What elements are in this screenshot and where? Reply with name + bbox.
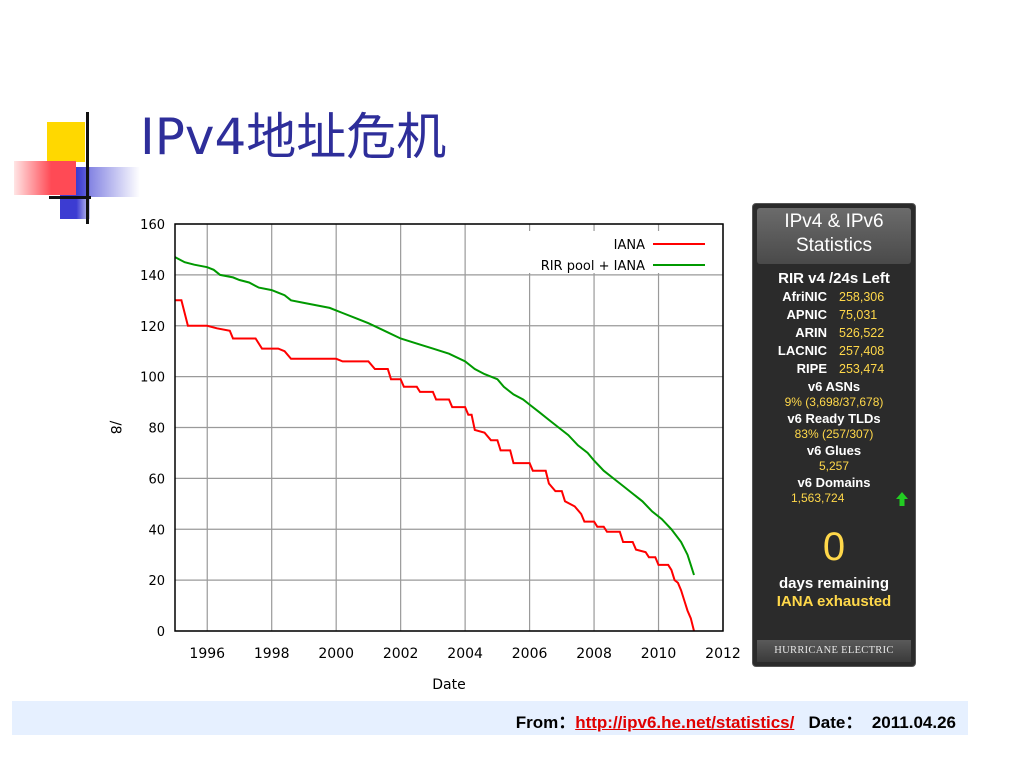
rir-row: RIPE 253,474 bbox=[753, 360, 915, 378]
iana-exhausted-label: IANA exhausted bbox=[776, 593, 892, 610]
x-tick-label: 2008 bbox=[576, 646, 612, 662]
plot-frame bbox=[174, 223, 724, 632]
hurricane-electric-brand: HURRICANE ELECTRIC bbox=[757, 640, 911, 662]
days-remaining-number: 0 bbox=[822, 525, 846, 569]
green-up-arrow-icon bbox=[896, 492, 908, 506]
x-tick-label: 2004 bbox=[447, 646, 483, 662]
v6-domains-title: v6 Domains bbox=[797, 475, 871, 490]
y-tick-label: 100 bbox=[140, 371, 165, 386]
series-line-1 bbox=[174, 256, 695, 576]
v6-domains-row: 1,563,724 bbox=[753, 491, 915, 507]
chart-ticks: 1996 1998 2000 2002 2004 2006 2008 2010 2012 0 20 4… bbox=[140, 218, 741, 662]
series-line-0 bbox=[175, 299, 695, 632]
chart-grid bbox=[175, 223, 724, 632]
legend-label: RIR pool + IANA bbox=[541, 259, 645, 274]
stats-title-line1: IPv4 & IPv6 bbox=[784, 211, 884, 232]
y-tick-label: 140 bbox=[140, 269, 165, 284]
y-tick-label: 80 bbox=[148, 422, 165, 437]
x-tick-label: 2012 bbox=[705, 646, 741, 662]
rir-name: RIPE bbox=[796, 361, 827, 376]
rir-row: APNIC 75,031 bbox=[753, 306, 915, 324]
ipv6-statistics-widget[interactable]: IPv4 & IPv6 Statistics RIR v4 /24s Left … bbox=[752, 203, 916, 667]
title-decoration-red-bar bbox=[14, 161, 76, 195]
rir-value: 257,408 bbox=[839, 344, 885, 358]
title-decoration-vertical-line bbox=[86, 112, 89, 224]
title-decoration-horizontal-line bbox=[49, 196, 91, 199]
v6-asns-title: v6 ASNs bbox=[807, 379, 861, 394]
rir-value: 258,306 bbox=[839, 290, 885, 304]
title-decoration-yellow-square bbox=[47, 122, 85, 162]
v6-asns-value: 9% (3,698/37,678) bbox=[784, 395, 884, 409]
x-tick-label: 2006 bbox=[512, 646, 548, 662]
y-tick-label: 0 bbox=[157, 625, 165, 640]
x-tick-label: 1996 bbox=[189, 646, 225, 662]
y-axis-label: /8 bbox=[107, 421, 123, 435]
rir-value: 253,474 bbox=[839, 362, 885, 376]
rir-row: LACNIC 257,408 bbox=[753, 342, 915, 360]
y-tick-label: 160 bbox=[140, 218, 165, 233]
stats-title-line2: Statistics bbox=[795, 235, 873, 256]
v6-tlds-title: v6 Ready TLDs bbox=[787, 411, 881, 426]
source-link[interactable]: http://ipv6.he.net/statistics/ bbox=[575, 713, 795, 732]
footer-text: From：http://ipv6.he.net/statistics/ Date… bbox=[516, 708, 956, 733]
x-tick-label: 2000 bbox=[318, 646, 354, 662]
days-remaining-label: days remaining bbox=[778, 575, 890, 592]
chart-panel: 1996 1998 2000 2002 2004 2006 2008 2010 2012 0 20 4… bbox=[93, 199, 747, 697]
chart-series bbox=[174, 256, 695, 632]
date-value: 2011.04.26 bbox=[871, 713, 956, 732]
x-tick-label: 2002 bbox=[383, 646, 419, 662]
ipv4-pool-chart: 1996 1998 2000 2002 2004 2006 2008 2010 2012 0 20 4… bbox=[107, 218, 741, 693]
rir-name: APNIC bbox=[786, 307, 827, 322]
stats-header: IPv4 & IPv6 Statistics bbox=[757, 208, 911, 264]
y-tick-label: 120 bbox=[140, 320, 165, 335]
from-label: From： bbox=[515, 713, 576, 732]
slide-title: IPv4地址危机 bbox=[140, 108, 447, 166]
v6-tlds-value: 83% (257/307) bbox=[794, 427, 874, 441]
rir-value: 526,522 bbox=[839, 326, 885, 340]
x-tick-label: 1998 bbox=[254, 646, 290, 662]
rir-title: RIR v4 /24s Left bbox=[778, 270, 890, 287]
y-tick-label: 20 bbox=[148, 574, 165, 589]
chart-legend: IANA RIR pool + IANA bbox=[501, 231, 711, 274]
y-tick-label: 40 bbox=[148, 523, 165, 538]
rir-row: AfriNIC 258,306 bbox=[753, 288, 915, 306]
x-tick-label: 2010 bbox=[641, 646, 677, 662]
y-tick-label: 60 bbox=[148, 472, 165, 487]
legend-label: IANA bbox=[614, 238, 645, 253]
v6-glues-value: 5,257 bbox=[818, 459, 850, 473]
rir-name: LACNIC bbox=[777, 343, 827, 358]
v6-glues-title: v6 Glues bbox=[806, 443, 862, 458]
rir-value: 75,031 bbox=[839, 308, 878, 322]
x-axis-label: Date bbox=[432, 677, 465, 693]
date-label: Date： bbox=[808, 713, 863, 732]
rir-row: ARIN 526,522 bbox=[753, 324, 915, 342]
source-footer: From：http://ipv6.he.net/statistics/ Date… bbox=[12, 701, 968, 735]
rir-name: AfriNIC bbox=[782, 289, 827, 304]
v6-domains-value: 1,563,724 bbox=[791, 491, 845, 505]
rir-name: ARIN bbox=[795, 325, 827, 340]
